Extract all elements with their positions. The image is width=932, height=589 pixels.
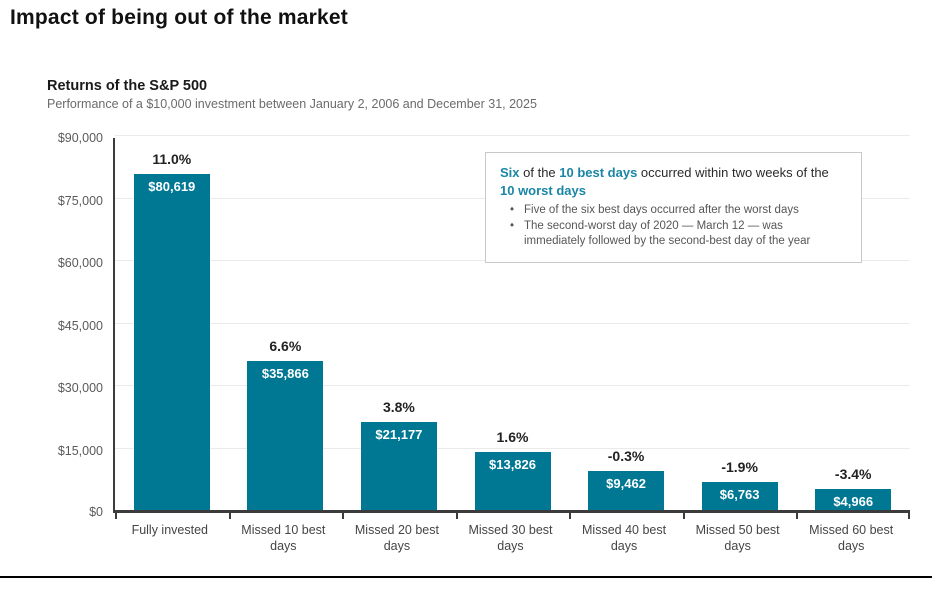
x-axis-tick (342, 513, 345, 519)
x-axis-tick (796, 513, 799, 519)
bar-pct-label: 11.0% (152, 151, 192, 168)
x-axis-tick (569, 513, 572, 519)
x-category-label: Fully invested (131, 523, 208, 537)
chart-subtitle: Returns of the S&P 500 (47, 78, 208, 94)
bar-5: $9,462 (588, 470, 665, 510)
y-tick-label: $60,000 (57, 256, 103, 270)
annotation-accent-text: 10 best days (559, 165, 638, 180)
x-category-label: Missed 10 best days (241, 523, 326, 554)
y-tick-label: $30,000 (57, 381, 103, 395)
y-axis-labels: $0 $15,000 $30,000 $45,000 $60,000 $75,000 $90… (0, 131, 103, 519)
x-category-label: Missed 20 best days (354, 523, 439, 554)
y-tick-label: $45,000 (57, 318, 103, 333)
x-axis-tick (908, 513, 910, 519)
annotation-accent-text: Six (500, 165, 520, 180)
bar-pct-label: 3.8% (382, 398, 415, 415)
x-category-label: Missed 50 best days (695, 523, 780, 554)
bar-3: $21,177 (360, 421, 437, 510)
x-axis-tick (682, 513, 685, 519)
bar-2: $35,866 (247, 360, 324, 510)
annotation-accent-text: 10 worst days (500, 182, 586, 198)
y-tick-label: $90,000 (57, 131, 103, 145)
chart-description: Performance of a $10,000 investment betw… (47, 97, 537, 111)
bottom-divider (0, 576, 932, 578)
annotation-box: Six of the 10 best days occurred within … (485, 152, 862, 263)
bar-7: $4,966 (815, 489, 892, 510)
annotation-headline: Six of the 10 best days occurred within … (500, 164, 845, 199)
bar-4: $13,826 (474, 452, 551, 510)
bar-pct-label: -3.4% (834, 466, 872, 483)
gridline (115, 135, 910, 136)
bar-6: $6,763 (701, 481, 778, 510)
bar-pct-label: 1.6% (496, 429, 529, 446)
y-tick-label: $0 (89, 505, 103, 519)
plot-area: $80,619 11.0% $35,866 6.6% $21,177 3.8% $13,82… (113, 135, 910, 519)
annotation-text: of the (519, 165, 560, 180)
bar-value-label: $80,619 (148, 179, 196, 195)
x-axis-labels: Fully invested Missed 10 best days Missed 2… (113, 522, 910, 558)
y-tick-label: $75,000 (57, 193, 103, 208)
x-axis-tick (115, 513, 117, 519)
bar-pct-label: -0.3% (607, 447, 645, 464)
y-tick-label: $15,000 (57, 443, 103, 458)
annotation-text: occurred within two weeks of the (637, 165, 829, 180)
x-category-label: Missed 40 best days (582, 523, 667, 554)
bar-value-label: $4,966 (833, 494, 874, 510)
bar-pct-label: 6.6% (269, 337, 302, 354)
annotation-bullet: Five of the six best days occurred after… (500, 203, 835, 219)
x-axis-tick (228, 513, 231, 519)
bar-value-label: $9,462 (606, 475, 646, 491)
gridline (115, 385, 910, 386)
page-title: Impact of being out of the market (10, 6, 348, 29)
annotation-bullet: The second-worst day of 2020 — March 12 … (500, 219, 835, 250)
x-category-label: Missed 60 best days (809, 523, 894, 554)
bar-value-label: $35,866 (261, 365, 309, 381)
x-category-label: Missed 30 best days (468, 523, 553, 554)
bar-value-label: $13,826 (489, 457, 536, 473)
bar-value-label: $6,763 (719, 486, 760, 502)
bar-1: $80,619 (133, 174, 210, 510)
gridline (115, 447, 910, 449)
bar-pct-label: -1.9% (721, 458, 758, 475)
x-axis-tick (455, 513, 458, 519)
bar-value-label: $21,177 (375, 426, 423, 442)
annotation-bullet-list: Five of the six best days occurred after… (500, 203, 847, 250)
gridline (115, 322, 910, 324)
